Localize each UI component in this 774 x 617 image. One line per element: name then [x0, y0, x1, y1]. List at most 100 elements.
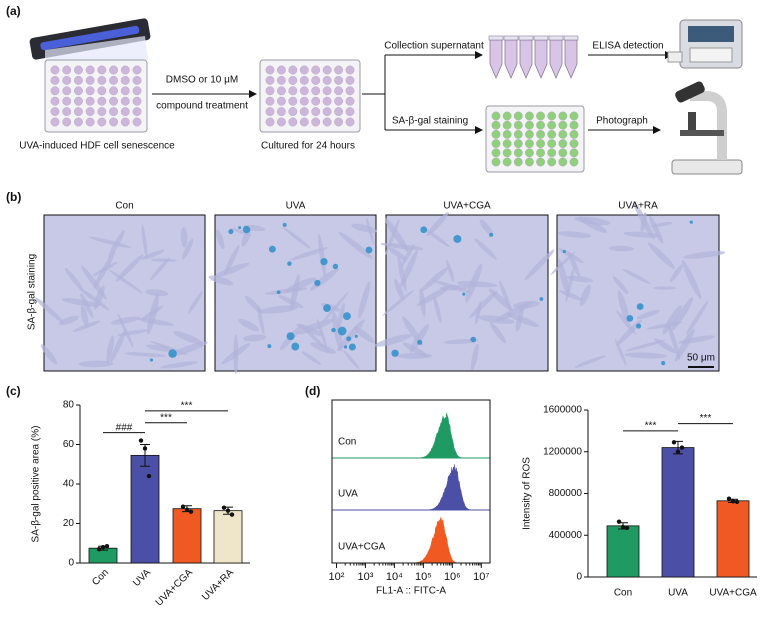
cell [506, 312, 540, 327]
well [120, 65, 130, 75]
cell [669, 263, 684, 283]
cell [608, 245, 634, 252]
stain [291, 342, 300, 351]
well [569, 148, 579, 158]
uva-lamp [29, 18, 151, 60]
x-tick-label: 10² [329, 571, 345, 583]
well [132, 65, 142, 75]
stain [562, 249, 566, 254]
well [62, 86, 72, 96]
well [491, 129, 501, 139]
stain [268, 245, 276, 253]
well [536, 139, 546, 149]
well [276, 86, 286, 96]
data-point [146, 473, 152, 479]
well [524, 148, 534, 158]
well [85, 75, 95, 85]
cell [93, 251, 115, 289]
well [299, 75, 309, 85]
histogram [419, 412, 464, 459]
cell [469, 290, 498, 319]
cell [146, 293, 159, 335]
stain [168, 349, 177, 358]
cell [443, 339, 480, 345]
cell [343, 350, 360, 370]
data-point [620, 524, 626, 530]
well [558, 111, 568, 121]
well [569, 139, 579, 149]
well [265, 107, 275, 117]
stain [489, 232, 494, 237]
well [288, 75, 298, 85]
well [288, 117, 298, 127]
x-axis-label: FL1-A :: FITC-A [376, 586, 446, 597]
well [334, 96, 344, 106]
cell [145, 289, 169, 297]
cell [374, 334, 412, 347]
well [536, 129, 546, 139]
histogram [415, 517, 459, 564]
stain [343, 345, 348, 349]
tube-cap [533, 35, 549, 41]
data-point [96, 546, 102, 552]
cell [574, 216, 611, 226]
well [73, 96, 83, 106]
well [276, 96, 286, 106]
cell [557, 258, 570, 297]
well [558, 129, 568, 139]
well [513, 111, 523, 121]
tube-cap [563, 35, 579, 41]
bar [661, 447, 695, 578]
well [502, 129, 512, 139]
tube-cap [488, 35, 504, 41]
cell [137, 318, 174, 326]
well [345, 75, 355, 85]
cell [394, 279, 405, 300]
cell [180, 227, 188, 248]
well [299, 117, 309, 127]
stain [286, 332, 295, 341]
cell [336, 319, 365, 352]
panel-label: (a) [6, 4, 21, 18]
data-point [734, 499, 740, 505]
well [491, 157, 501, 167]
stain [267, 344, 272, 349]
significance-label: *** [700, 413, 712, 424]
data-point [104, 544, 110, 549]
well [558, 120, 568, 130]
stain [337, 326, 347, 336]
cell [310, 342, 336, 354]
cell [385, 218, 400, 255]
cell [35, 297, 64, 323]
data-point [616, 519, 622, 524]
cell [477, 315, 515, 324]
cell [108, 230, 125, 259]
well [62, 117, 72, 127]
cell [61, 298, 100, 307]
tube-cap [518, 35, 534, 41]
cell [106, 335, 114, 364]
cell [515, 306, 524, 332]
cell [58, 315, 79, 326]
well [311, 75, 321, 85]
well [50, 96, 60, 106]
cell [617, 290, 630, 323]
stain [282, 222, 287, 227]
data-point [138, 438, 144, 443]
cell [616, 310, 636, 335]
stain [689, 220, 693, 224]
well [62, 96, 72, 106]
cell [332, 311, 343, 352]
well [265, 96, 275, 106]
well [265, 117, 275, 127]
connector [362, 55, 386, 130]
well [569, 120, 579, 130]
caption: Cultured for 24 hours [261, 141, 355, 152]
well [513, 157, 523, 167]
cell [115, 254, 144, 282]
well [85, 107, 95, 117]
column-label: Con [115, 201, 133, 212]
y-tick-label: 60 [63, 439, 75, 450]
cell [649, 215, 664, 245]
